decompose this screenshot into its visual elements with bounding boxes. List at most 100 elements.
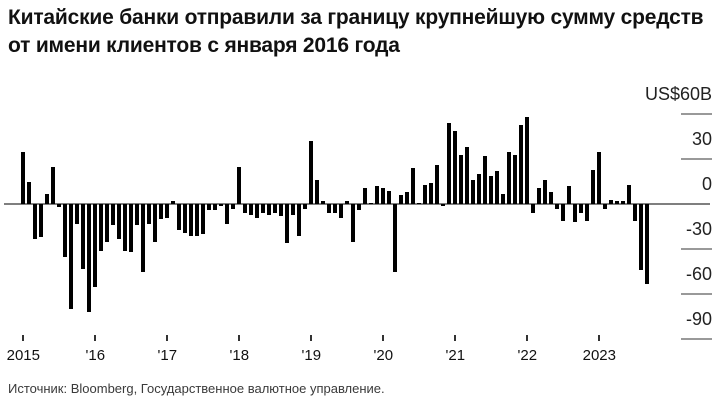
bar-2021-10 xyxy=(507,151,512,204)
bar-2018-04 xyxy=(255,204,260,218)
y-tick-label--60: -60 xyxy=(685,264,712,284)
bar-2018-06 xyxy=(267,204,272,215)
bar-2017-09 xyxy=(213,204,218,210)
bar-2020-11 xyxy=(441,204,446,206)
y-tick-label-30: 30 xyxy=(691,129,712,149)
bar-2023-06 xyxy=(627,184,632,204)
bar-2016-02 xyxy=(99,204,104,251)
bar-2021-05 xyxy=(477,174,482,204)
bar-2020-09 xyxy=(429,183,434,204)
bar-2022-04 xyxy=(543,180,548,204)
bar-2015-03 xyxy=(33,204,38,239)
source-note: Источник: Bloomberg, Государственное вал… xyxy=(8,381,385,396)
bar-2016-03 xyxy=(105,204,110,242)
bar-2021-11 xyxy=(513,154,518,204)
bar-2016-07 xyxy=(129,204,134,252)
y-tick-dash-60 xyxy=(681,113,712,115)
x-tick-label-2018: '18 xyxy=(229,347,250,364)
bar-2015-08 xyxy=(63,204,68,257)
bar-2022-07 xyxy=(561,204,566,221)
bar-2022-05 xyxy=(549,192,554,204)
bar-2020-06 xyxy=(411,168,416,204)
bar-2022-10 xyxy=(579,204,584,213)
bar-2019-05 xyxy=(333,204,338,213)
bar-2021-02 xyxy=(459,154,464,204)
bar-2020-08 xyxy=(423,184,428,204)
bar-2019-12 xyxy=(375,186,380,204)
bar-2015-09 xyxy=(69,204,74,309)
y-tick-label-60: US$60B xyxy=(644,84,712,104)
bar-2021-01 xyxy=(453,130,458,204)
bar-2018-07 xyxy=(273,204,278,213)
bar-2017-03 xyxy=(177,204,182,230)
bar-2020-07 xyxy=(417,202,422,204)
bar-2018-03 xyxy=(249,204,254,215)
bar-2019-11 xyxy=(369,202,374,204)
bar-2020-12 xyxy=(447,123,452,204)
bar-2023-09 xyxy=(645,204,650,284)
bar-2019-06 xyxy=(339,204,344,218)
y-tick-dash--90 xyxy=(681,338,712,340)
y-tick-label--30: -30 xyxy=(685,219,712,239)
y-tick-label-0: 0 xyxy=(701,174,712,194)
bar-2023-05 xyxy=(621,201,626,204)
bar-2023-04 xyxy=(615,201,620,204)
bar-2019-07 xyxy=(345,201,350,204)
bar-2020-10 xyxy=(435,165,440,204)
bar-2023-02 xyxy=(603,204,608,209)
x-tick-label-2023: 2023 xyxy=(582,347,616,364)
bar-2019-02 xyxy=(315,180,320,204)
bar-2017-12 xyxy=(231,204,236,209)
bar-2015-05 xyxy=(45,193,50,204)
y-tick-label--90: -90 xyxy=(685,309,712,329)
y-tick-dash--30 xyxy=(681,248,712,250)
bar-2020-02 xyxy=(387,190,392,204)
bar-2018-02 xyxy=(243,204,248,213)
bar-2018-01 xyxy=(237,166,242,204)
bar-2016-06 xyxy=(123,204,128,251)
x-tick-2022 xyxy=(526,335,529,341)
x-tick-2017 xyxy=(166,335,169,341)
y-tick-dash-30 xyxy=(681,158,712,160)
bar-2016-09 xyxy=(141,204,146,272)
x-tick-2015 xyxy=(22,335,25,341)
x-tick-2019 xyxy=(310,335,313,341)
bar-2021-04 xyxy=(471,180,476,204)
bar-2022-03 xyxy=(537,187,542,204)
bar-2015-04 xyxy=(39,204,44,237)
bar-2020-01 xyxy=(381,187,386,204)
bar-2015-01 xyxy=(21,151,26,204)
bar-2017-11 xyxy=(225,204,230,224)
bar-2022-06 xyxy=(555,204,560,209)
zero-axis-line xyxy=(4,203,710,205)
bar-2015-07 xyxy=(57,204,62,207)
bar-2016-05 xyxy=(117,204,122,239)
bar-2018-11 xyxy=(297,204,302,236)
bar-2017-06 xyxy=(195,204,200,236)
x-tick-label-2015: 2015 xyxy=(6,347,40,364)
x-tick-label-2017: '17 xyxy=(157,347,178,364)
bar-2015-11 xyxy=(81,204,86,269)
bar-2018-10 xyxy=(291,204,296,215)
x-tick-2020 xyxy=(382,335,385,341)
x-tick-label-2020: '20 xyxy=(373,347,394,364)
bar-2020-05 xyxy=(405,192,410,204)
bar-2017-02 xyxy=(171,201,176,204)
bar-2022-01 xyxy=(525,117,530,204)
bar-2018-09 xyxy=(285,204,290,243)
bar-2021-09 xyxy=(501,193,506,204)
x-tick-label-2016: '16 xyxy=(85,347,106,364)
bar-2016-08 xyxy=(135,204,140,225)
bar-2016-10 xyxy=(147,204,152,224)
bar-2015-12 xyxy=(87,204,92,312)
x-tick-2018 xyxy=(238,335,241,341)
bar-2018-08 xyxy=(279,204,284,216)
x-tick-2023 xyxy=(598,335,601,341)
bar-2019-01 xyxy=(309,141,314,204)
chart-title: Китайские банки отправили за границу кру… xyxy=(8,6,704,57)
bar-2017-08 xyxy=(207,204,212,210)
bar-2015-06 xyxy=(51,166,56,204)
bar-2019-04 xyxy=(327,204,332,213)
bar-2020-03 xyxy=(393,204,398,272)
